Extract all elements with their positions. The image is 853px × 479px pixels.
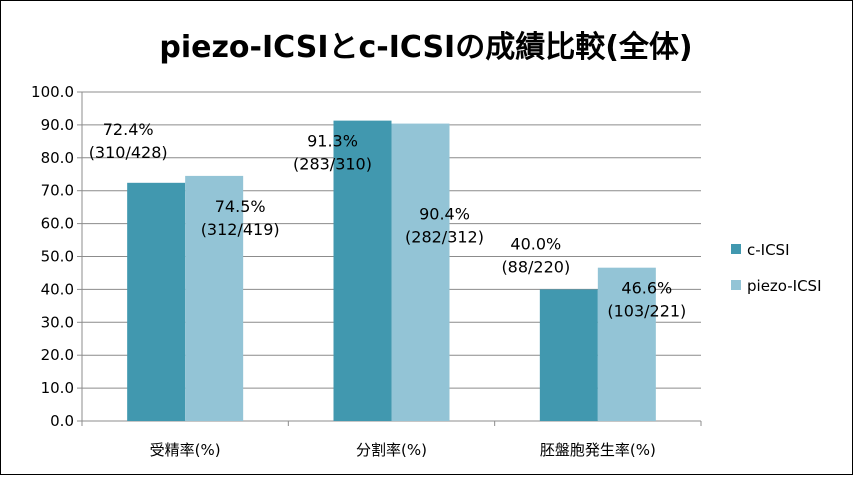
legend-label: c-ICSI	[747, 241, 790, 259]
bar-c-ICSI	[333, 120, 392, 422]
y-tick-label: 60.0	[41, 215, 74, 233]
bar-c-ICSI	[539, 289, 598, 421]
legend-swatch	[731, 280, 741, 290]
y-tick-label: 10.0	[41, 379, 74, 397]
legend-label: piezo-ICSI	[747, 277, 822, 295]
data-label: (88/220)	[501, 257, 570, 276]
x-category-label: 受精率(%)	[150, 441, 221, 459]
bar-c-ICSI	[127, 182, 186, 421]
y-tick-label: 70.0	[41, 182, 74, 200]
y-tick-label: 40.0	[41, 280, 74, 298]
y-tick-label: 0.0	[50, 412, 74, 430]
data-label: 40.0%	[510, 234, 561, 253]
data-label: 90.4%	[419, 205, 470, 224]
data-label: 91.3%	[307, 132, 358, 151]
bar-piezo-ICSI	[597, 267, 656, 421]
data-label: (312/419)	[201, 220, 280, 239]
bar-piezo-ICSI	[185, 175, 244, 421]
bar-piezo-ICSI	[391, 123, 450, 422]
y-tick-label: 30.0	[41, 313, 74, 331]
y-tick-label: 100.0	[31, 83, 74, 101]
data-label: 46.6%	[621, 279, 672, 298]
data-label: (282/312)	[405, 228, 484, 247]
data-label: (283/310)	[293, 155, 372, 174]
data-label: (103/221)	[607, 302, 686, 321]
legend-swatch	[731, 244, 741, 254]
x-category-label: 分割率(%)	[356, 441, 427, 459]
data-label: 74.5%	[215, 197, 266, 216]
y-tick-label: 20.0	[41, 346, 74, 364]
y-tick-label: 90.0	[41, 116, 74, 134]
y-tick-label: 50.0	[41, 248, 74, 266]
y-tick-label: 80.0	[41, 149, 74, 167]
chart-title: piezo-ICSIとc-ICSIの成績比較(全体)	[159, 30, 692, 65]
data-label: 72.4%	[103, 120, 154, 139]
data-label: (310/428)	[89, 143, 168, 162]
x-category-label: 胚盤胞発生率(%)	[540, 441, 656, 459]
